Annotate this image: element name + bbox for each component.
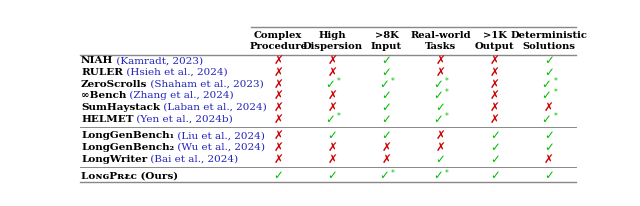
Text: ✓: ✓ [379,169,389,182]
Text: LongWriter: LongWriter [81,155,147,164]
Text: Real-world
Tasks: Real-world Tasks [410,31,471,51]
Text: ✓: ✓ [433,169,443,182]
Text: HELMET: HELMET [81,115,134,124]
Text: ✓: ✓ [381,129,392,142]
Text: ✓: ✓ [381,89,392,102]
Text: ✗: ✗ [273,66,283,79]
Text: ✗: ✗ [328,54,337,67]
Text: *: * [445,88,449,97]
Text: ✓: ✓ [541,89,552,102]
Text: *: * [391,169,395,178]
Text: ✓: ✓ [273,169,283,182]
Text: ✗: ✗ [273,78,283,91]
Text: LᴏɴɢPʀᴌᴄ (Ours): LᴏɴɢPʀᴌᴄ (Ours) [81,171,178,180]
Text: ✓: ✓ [544,54,554,67]
Text: ✗: ✗ [490,113,500,126]
Text: ✗: ✗ [273,113,283,126]
Text: ✗: ✗ [490,89,500,102]
Text: ✓: ✓ [433,78,443,91]
Text: *: * [445,112,449,121]
Text: ✓: ✓ [541,78,552,91]
Text: Deterministic
Solutions: Deterministic Solutions [511,31,588,51]
Text: ✓: ✓ [381,66,392,79]
Text: ✗: ✗ [381,141,392,154]
Text: ✓: ✓ [544,169,554,182]
Text: ✗: ✗ [328,66,337,79]
Text: ✗: ✗ [490,66,500,79]
Text: ✓: ✓ [490,129,500,142]
Text: ✓: ✓ [325,78,335,91]
Text: ✓: ✓ [436,153,445,166]
Text: *: * [337,112,340,121]
Text: (Liu et al., 2024): (Liu et al., 2024) [174,131,265,140]
Text: ✗: ✗ [328,101,337,114]
Text: NIAH: NIAH [81,56,113,65]
Text: ✗: ✗ [273,129,283,142]
Text: ✓: ✓ [541,113,552,126]
Text: ✗: ✗ [436,54,445,67]
Text: ✗: ✗ [490,101,500,114]
Text: *: * [445,77,449,86]
Text: ✗: ✗ [273,89,283,102]
Text: *: * [554,88,557,97]
Text: ✓: ✓ [433,113,443,126]
Text: ✓: ✓ [544,129,554,142]
Text: ✓: ✓ [328,169,337,182]
Text: ✗: ✗ [490,78,500,91]
Text: ✗: ✗ [436,141,445,154]
Text: (Kamradt, 2023): (Kamradt, 2023) [113,56,204,65]
Text: (Bai et al., 2024): (Bai et al., 2024) [147,155,238,164]
Text: *: * [554,77,557,86]
Text: >8K
Input: >8K Input [371,31,402,51]
Text: LongGenBench₁: LongGenBench₁ [81,131,174,140]
Text: ✗: ✗ [328,153,337,166]
Text: Complex
Procedure: Complex Procedure [249,31,307,51]
Text: ✓: ✓ [490,169,500,182]
Text: *: * [391,77,395,86]
Text: ✗: ✗ [544,101,554,114]
Text: ✗: ✗ [381,153,392,166]
Text: ✗: ✗ [490,54,500,67]
Text: ✓: ✓ [381,54,392,67]
Text: (Laban et al., 2024): (Laban et al., 2024) [160,103,267,112]
Text: ✓: ✓ [381,113,392,126]
Text: SumHaystack: SumHaystack [81,103,160,112]
Text: ✗: ✗ [328,89,337,102]
Text: ∞Bench: ∞Bench [81,91,126,100]
Text: (Yen et al., 2024b): (Yen et al., 2024b) [134,115,233,124]
Text: (Wu et al., 2024): (Wu et al., 2024) [174,143,265,152]
Text: ✓: ✓ [544,66,554,79]
Text: ✓: ✓ [544,141,554,154]
Text: *: * [337,77,340,86]
Text: ✗: ✗ [544,153,554,166]
Text: ✓: ✓ [436,101,445,114]
Text: ✓: ✓ [325,113,335,126]
Text: (Hsieh et al., 2024): (Hsieh et al., 2024) [123,68,228,77]
Text: ✓: ✓ [490,153,500,166]
Text: ✗: ✗ [436,66,445,79]
Text: RULER: RULER [81,68,123,77]
Text: ✗: ✗ [273,141,283,154]
Text: ✗: ✗ [436,129,445,142]
Text: *: * [554,112,557,121]
Text: ✓: ✓ [433,89,443,102]
Text: (Shaham et al., 2023): (Shaham et al., 2023) [147,80,264,89]
Text: ZeroScrolls: ZeroScrolls [81,80,147,89]
Text: ✓: ✓ [328,129,337,142]
Text: ✓: ✓ [381,101,392,114]
Text: ✗: ✗ [328,141,337,154]
Text: ✓: ✓ [379,78,389,91]
Text: ✓: ✓ [490,141,500,154]
Text: >1K
Output: >1K Output [475,31,515,51]
Text: ✗: ✗ [273,101,283,114]
Text: (Zhang et al., 2024): (Zhang et al., 2024) [126,91,234,100]
Text: High
Dispersion: High Dispersion [302,31,362,51]
Text: LongGenBench₂: LongGenBench₂ [81,143,174,152]
Text: ✗: ✗ [273,153,283,166]
Text: ✗: ✗ [273,54,283,67]
Text: *: * [445,169,449,178]
